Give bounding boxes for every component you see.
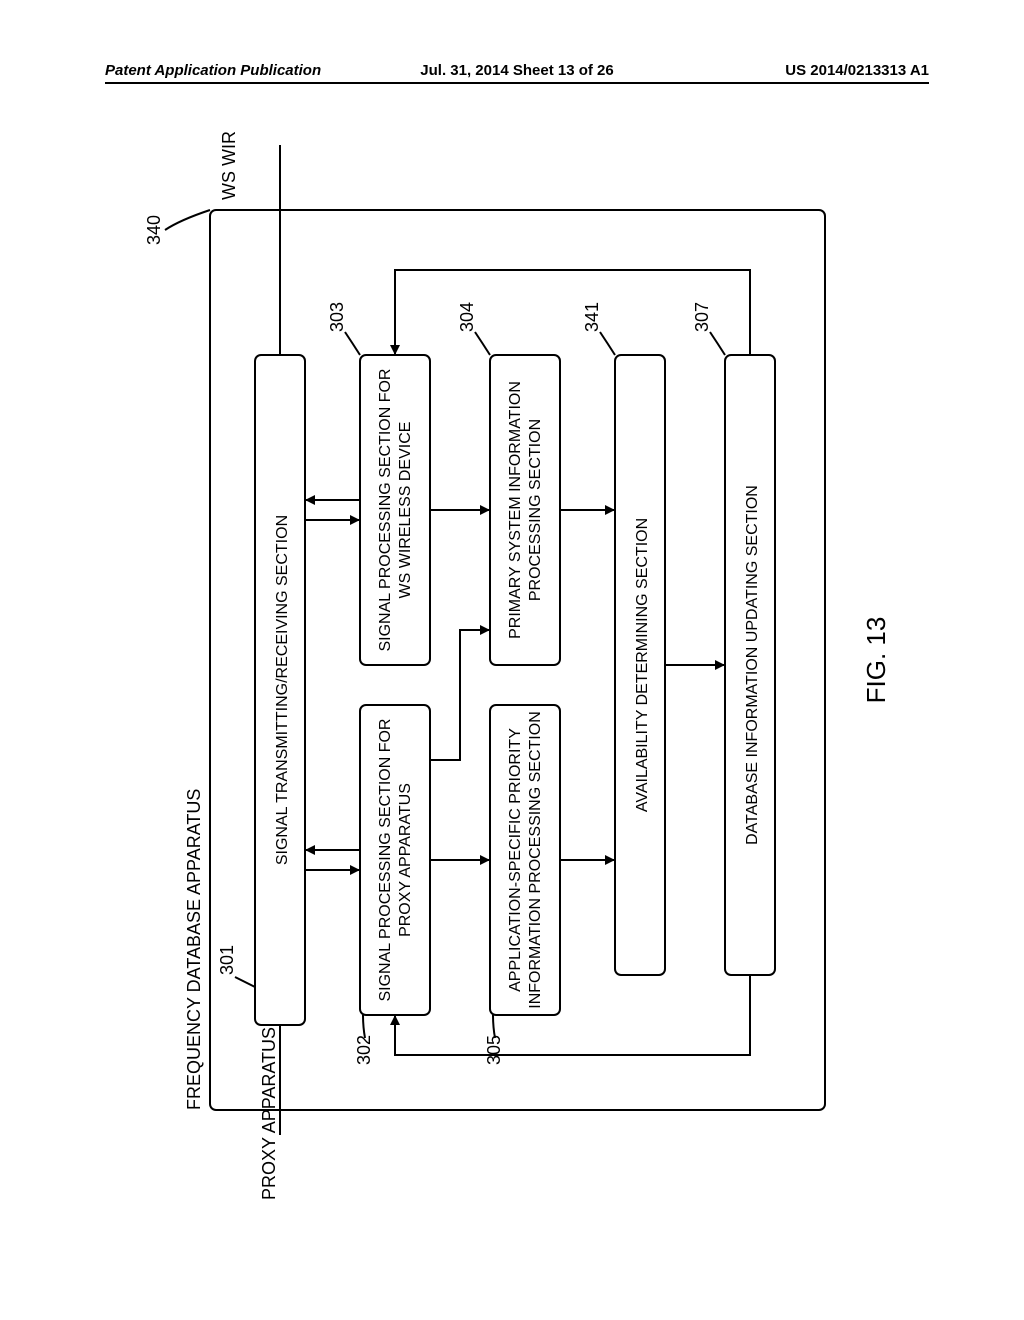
ref-340: 340: [144, 215, 164, 245]
page-header: Patent Application Publication Jul. 31, …: [105, 82, 929, 106]
block-303-label-l1: SIGNAL PROCESSING SECTION FOR: [377, 368, 394, 651]
block-304: [490, 355, 560, 665]
block-302: [360, 705, 430, 1015]
leader-304: [475, 332, 490, 355]
block-305-label-l1: APPLICATION-SPECIFIC PRIORITY: [507, 728, 524, 992]
figure-label: FIG. 13: [861, 617, 891, 704]
conn-307-to-302: [395, 975, 750, 1055]
conn-302-to-304: [430, 630, 490, 760]
page: Patent Application Publication Jul. 31, …: [0, 0, 1024, 1320]
block-307-label: DATABASE INFORMATION UPDATING SECTION: [744, 485, 761, 845]
figure-area: FREQUENCY DATABASE APPARATUS 340 PROXY A…: [105, 130, 925, 1230]
leader-303: [345, 332, 360, 355]
leader-301: [235, 977, 255, 987]
header-right: US 2014/0213313 A1: [785, 62, 929, 79]
block-302-label-l1: SIGNAL PROCESSING SECTION FOR: [377, 718, 394, 1001]
ref-307: 307: [692, 302, 712, 332]
block-341-label: AVAILABILITY DETERMINING SECTION: [634, 518, 651, 812]
header-center: Jul. 31, 2014 Sheet 13 of 26: [420, 62, 613, 79]
ref-305: 305: [484, 1035, 504, 1065]
leader-302: [363, 1015, 365, 1038]
block-303-label-l2: WS WIRELESS DEVICE: [397, 422, 414, 599]
block-305-label-l2: INFORMATION PROCESSING SECTION: [527, 711, 544, 1009]
diagram-svg: FREQUENCY DATABASE APPARATUS 340 PROXY A…: [105, 130, 925, 1230]
block-301-label: SIGNAL TRANSMITTING/RECEIVING SECTION: [274, 515, 291, 865]
block-304-label-l2: PROCESSING SECTION: [527, 419, 544, 601]
block-302-label-l2: PROXY APPARATUS: [397, 783, 414, 937]
header-left: Patent Application Publication: [105, 62, 321, 79]
ref-301: 301: [217, 945, 237, 975]
external-proxy-label: PROXY APPARATUS: [259, 1027, 279, 1200]
leader-341: [600, 332, 615, 355]
leader-307: [710, 332, 725, 355]
outer-box-label: FREQUENCY DATABASE APPARATUS: [184, 789, 204, 1110]
ref-303: 303: [327, 302, 347, 332]
ref-304: 304: [457, 302, 477, 332]
block-304-label-l1: PRIMARY SYSTEM INFORMATION: [507, 381, 524, 639]
ref-341: 341: [582, 302, 602, 332]
block-303: [360, 355, 430, 665]
leader-340: [165, 210, 210, 230]
external-ws-label: WS WIRELESS DEVICE: [219, 130, 239, 200]
leader-305: [493, 1015, 495, 1038]
block-305: [490, 705, 560, 1015]
ref-302: 302: [354, 1035, 374, 1065]
